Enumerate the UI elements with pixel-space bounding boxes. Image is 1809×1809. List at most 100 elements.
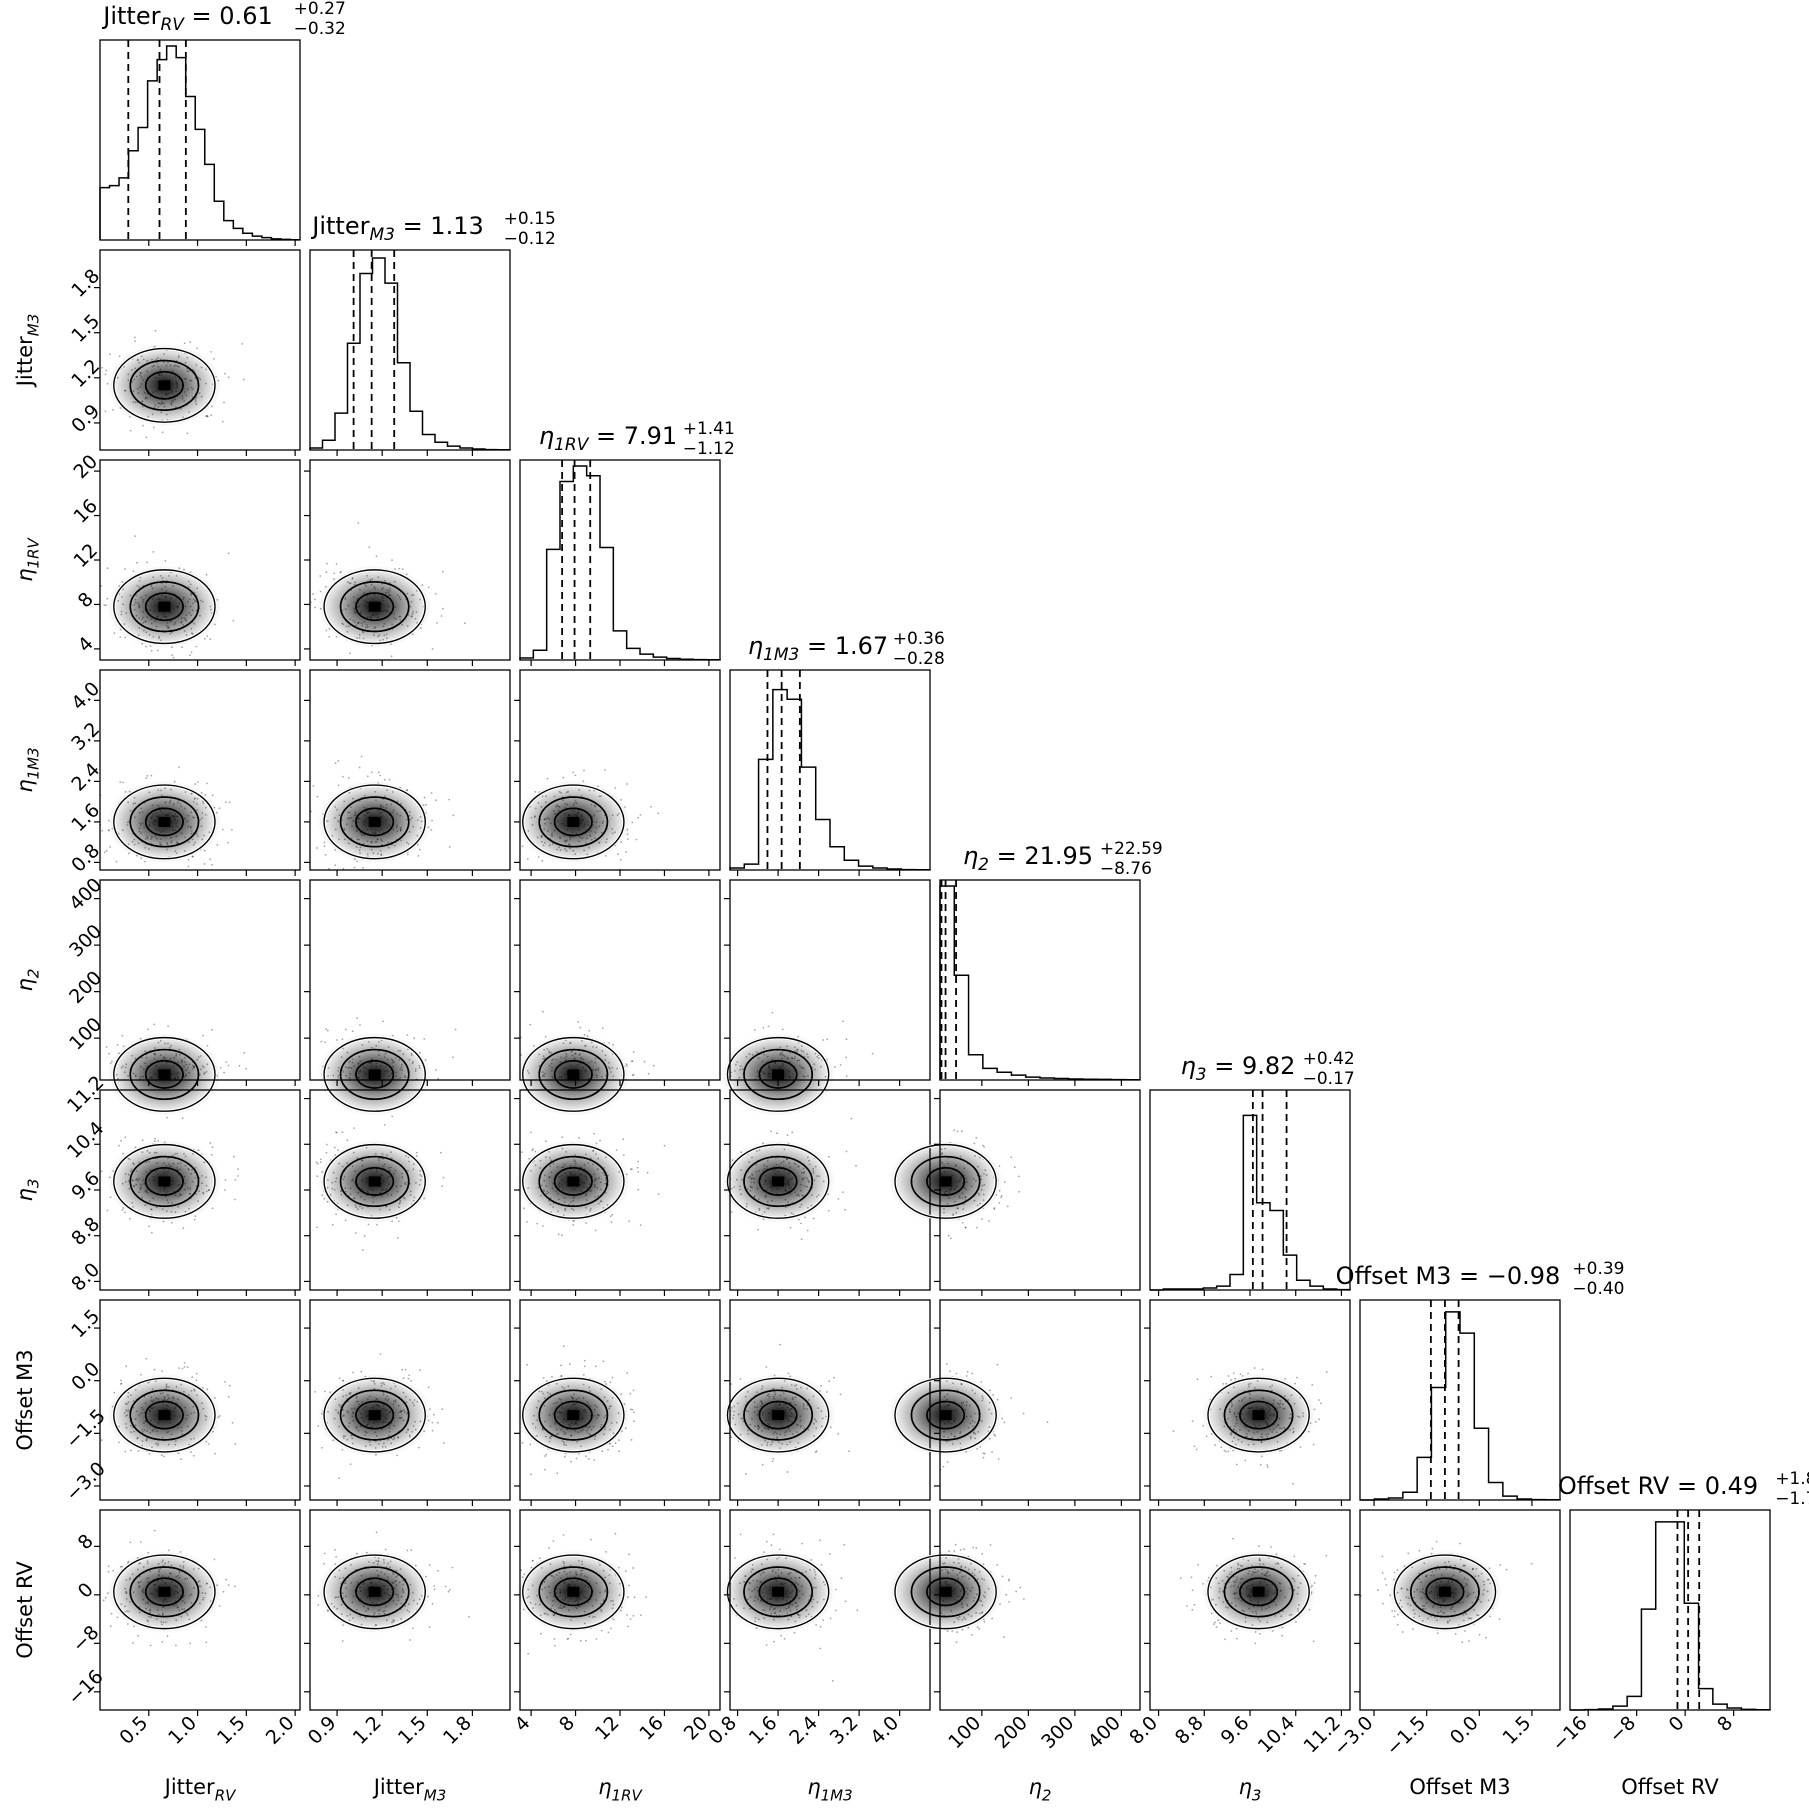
panel-frame [1150, 1090, 1350, 1290]
sample-point [314, 607, 316, 609]
sample-point [1018, 1191, 1020, 1193]
sample-point [1173, 1430, 1175, 1432]
sample-point [105, 411, 107, 413]
sample-point [153, 427, 155, 429]
title-minus-error: −8.76 [1100, 859, 1152, 879]
sample-point [224, 373, 226, 375]
sample-point [464, 622, 466, 624]
sample-point [124, 568, 126, 570]
sample-point [324, 1391, 326, 1393]
panel-frame [100, 40, 300, 240]
sample-point [321, 1447, 323, 1449]
sample-point [134, 341, 136, 343]
sample-point [627, 838, 629, 840]
panel-title-eta2: η2 = 21.95 [963, 842, 1093, 875]
sample-point [125, 1365, 127, 1367]
sample-point [342, 1131, 344, 1133]
sample-point [317, 1163, 319, 1165]
sample-point [542, 1011, 544, 1013]
sample-point [791, 1132, 793, 1134]
sample-point [1224, 1450, 1226, 1452]
sample-point [241, 343, 243, 345]
hist-panel-jitter_m3: JitterM3 = 1.13 +0.15−0.12 [310, 209, 556, 456]
sample-point [228, 1584, 230, 1586]
sample-point [848, 1450, 850, 1452]
sample-point [588, 1458, 590, 1460]
sample-point [396, 1455, 398, 1457]
sample-point [443, 1177, 445, 1179]
sample-point [342, 1038, 344, 1040]
sample-point [237, 1175, 239, 1177]
sample-point [245, 1068, 247, 1070]
density-peak [369, 1176, 381, 1186]
sample-point [546, 1454, 548, 1456]
scatter-panel-jitter_rv-eta1_m3: 0.81.62.43.24.0 [67, 670, 300, 877]
sample-point [452, 1056, 454, 1058]
sample-point [182, 1368, 184, 1370]
sample-point [997, 1364, 999, 1366]
sample-point [872, 1053, 874, 1055]
sample-point [1007, 1206, 1009, 1208]
sample-point [522, 846, 524, 848]
title-plus-error: +1.41 [683, 419, 735, 439]
sample-point [105, 1597, 107, 1599]
sample-point [382, 1021, 384, 1023]
sample-point [988, 1220, 990, 1222]
sample-point [317, 796, 319, 798]
sample-point [428, 587, 430, 589]
hist-panel-eta1_m3: η1M3 = 1.67 +0.36−0.28 [730, 629, 945, 876]
sample-point [405, 1369, 407, 1371]
sample-point [151, 650, 153, 652]
sample-point [234, 1199, 236, 1201]
sample-point [106, 850, 108, 852]
sample-point [232, 1422, 234, 1424]
sample-point [110, 1196, 112, 1198]
density-peak [567, 1410, 579, 1420]
sample-point [314, 598, 316, 600]
sample-point [384, 1124, 386, 1126]
sample-point [828, 1210, 830, 1212]
sample-point [633, 1420, 635, 1422]
sample-point [648, 1073, 650, 1075]
sample-point [981, 1218, 983, 1220]
sample-point [347, 1140, 349, 1142]
sample-point [435, 1069, 437, 1071]
scatter-panel-eta1_rv-eta2 [514, 880, 720, 1116]
sample-point [229, 801, 231, 803]
sample-point [189, 341, 191, 343]
panel-frame [310, 250, 510, 450]
sample-point [336, 563, 338, 565]
sample-point [353, 1127, 355, 1129]
density-peak [1253, 1410, 1265, 1420]
sample-point [356, 1017, 358, 1019]
sample-point [151, 1232, 153, 1234]
sample-point [325, 854, 327, 856]
sample-point [1014, 1166, 1016, 1168]
sample-point [610, 1215, 612, 1217]
sample-point [338, 1477, 340, 1479]
sample-point [114, 632, 116, 634]
sample-point [626, 1372, 628, 1374]
sample-point [443, 1442, 445, 1444]
sample-point [116, 861, 118, 863]
sample-point [178, 767, 180, 769]
sample-point [530, 1132, 532, 1134]
scatter-panel-jitter_m3-eta1_m3 [304, 670, 510, 876]
sample-point [1227, 1451, 1229, 1453]
sample-point [1262, 1369, 1264, 1371]
sample-point [428, 1387, 430, 1389]
sample-point [631, 822, 633, 824]
sample-point [362, 1249, 364, 1251]
title-plus-error: +0.15 [504, 209, 556, 229]
sample-point [435, 799, 437, 801]
sample-point [345, 1029, 347, 1031]
sample-point [583, 770, 585, 772]
sample-point [334, 864, 336, 866]
histogram-step [1360, 1312, 1560, 1500]
panel-title-jitter_m3: JitterM3 = 1.13 [310, 212, 484, 245]
sample-point [526, 1221, 528, 1223]
sample-point [146, 1358, 148, 1360]
sample-point [357, 522, 359, 524]
sample-point [542, 1225, 544, 1227]
sample-point [433, 1414, 435, 1416]
